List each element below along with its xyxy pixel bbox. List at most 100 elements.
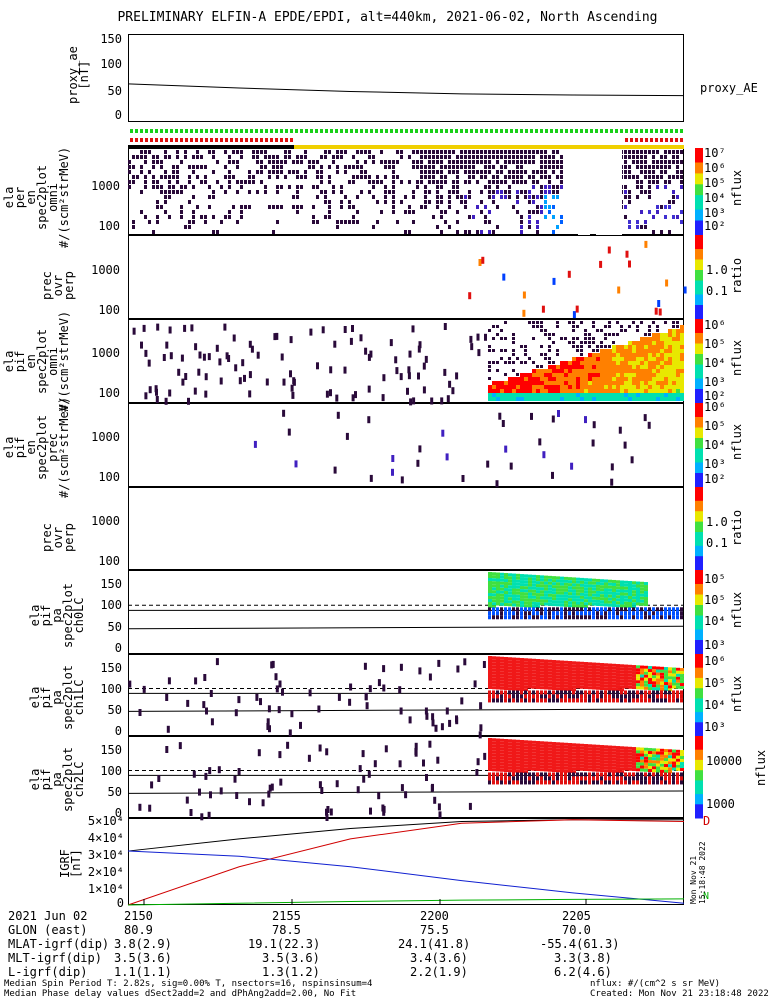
pitch-angle-cell: [560, 780, 563, 785]
spectrogram-cell: [508, 357, 511, 360]
spectrogram-cell: [540, 170, 543, 174]
pitch-angle-cell: [516, 600, 520, 604]
pitch-angle-cell: [592, 668, 596, 672]
pitch-angle-cell: [676, 690, 679, 695]
spectrogram-cell: [628, 357, 632, 361]
spectrogram-cell: [440, 180, 443, 184]
pitch-angle-cell: [664, 694, 667, 699]
pitch-angle-cell: [576, 664, 580, 668]
spectrogram-cell: [636, 385, 640, 389]
pitch-angle-cell: [267, 790, 271, 798]
spectrogram-cell: [236, 220, 239, 224]
spectrogram-cell: [468, 150, 471, 154]
pitch-angle-cell: [532, 595, 536, 599]
ratio-cell: [617, 286, 621, 294]
pitch-angle-cell: [664, 780, 667, 785]
pitch-angle-cell: [628, 593, 632, 596]
pitch-angle-cell: [488, 587, 492, 590]
spectrogram-cell: [580, 321, 583, 324]
pitch-angle-cell: [504, 763, 508, 767]
pitch-angle-cell: [528, 772, 531, 777]
spectrogram-cell: [504, 373, 507, 376]
pitch-angle-cell: [668, 752, 672, 756]
pitch-angle-cell: [620, 690, 623, 695]
pitch-angle-cell: [540, 674, 544, 678]
pitch-angle-cell: [672, 679, 676, 683]
pitch-angle-cell: [532, 583, 536, 587]
pitch-angle-cell: [676, 698, 679, 703]
colorbar-tick: 10⁵: [704, 676, 726, 690]
spectrogram-cell: [232, 160, 235, 164]
tick-label: 1000: [91, 430, 120, 444]
pitch-angle-cell: [219, 787, 223, 795]
pitch-angle-cell: [600, 760, 604, 764]
spectrogram-cell: [228, 185, 231, 189]
spectrogram-cell: [160, 185, 163, 189]
colorbar-ratio: [695, 528, 703, 533]
pitch-angle-cell: [580, 746, 584, 750]
pitch-angle-cell: [628, 590, 632, 593]
spectrogram-cell: [351, 325, 354, 332]
pitch-angle-cell: [492, 659, 496, 663]
pitch-angle-cell: [564, 666, 568, 670]
pitch-angle-cell: [616, 676, 620, 680]
spectrogram-cell: [668, 361, 672, 365]
spectrogram-cell: [656, 345, 660, 349]
spectrogram-cell: [630, 456, 634, 464]
spectrogram-cell: [282, 378, 286, 386]
spectrogram-cell: [576, 393, 580, 397]
pitch-angle-cell: [556, 684, 560, 688]
colorbar-nflux: [695, 787, 703, 792]
spectrogram-cell: [624, 155, 627, 159]
state-bar-red: [310, 138, 313, 142]
spectrogram-cell: [592, 357, 596, 361]
spectrogram-cell: [324, 195, 327, 199]
pitch-angle-cell: [504, 760, 508, 764]
spectrogram-cell: [516, 381, 520, 385]
spectrogram-cell: [620, 365, 624, 369]
spectrogram-cell: [488, 155, 491, 159]
pitch-angle-cell: [672, 767, 676, 771]
spectrogram-cell: [492, 393, 496, 397]
spectrogram-cell: [552, 170, 555, 174]
colorbar-nflux: [695, 195, 703, 200]
spectrogram-cell: [616, 321, 619, 324]
spectrogram-cell: [636, 165, 639, 169]
spectrogram-cell: [616, 357, 620, 361]
pitch-angle-cell: [640, 698, 643, 703]
pitch-angle-cell: [496, 593, 500, 597]
pitch-angle-cell: [580, 752, 584, 756]
colorbar-tick: 10⁷: [704, 146, 726, 160]
pitch-angle-cell: [540, 593, 544, 597]
pitch-angle-cell: [496, 750, 500, 754]
spectrogram-cell: [516, 180, 519, 184]
spectrogram-cell: [660, 337, 664, 341]
pitch-angle-cell: [560, 751, 564, 755]
colorbar-ratio: [695, 487, 703, 491]
pitch-angle-cell: [568, 755, 572, 759]
spectrogram-cell: [192, 170, 195, 174]
pitch-angle-cell: [636, 602, 640, 606]
pitch-angle-cell: [572, 772, 575, 777]
pitch-angle-cell: [544, 750, 548, 754]
tick-label: 100: [98, 386, 120, 400]
spectrogram-cell: [584, 385, 588, 389]
spectrogram-cell: [520, 397, 524, 401]
spectrogram-cell: [536, 365, 539, 368]
pitch-angle-cell: [652, 690, 655, 695]
pitch-angle-cell: [632, 686, 636, 690]
spectrogram-cell: [516, 175, 519, 179]
spectrogram-cell: [628, 381, 632, 385]
spectrogram-cell: [448, 150, 451, 154]
spectrogram-cell: [320, 180, 323, 184]
pitch-angle-cell: [198, 788, 201, 796]
state-bar-red: [680, 138, 683, 142]
pitch-angle-cell: [676, 755, 680, 759]
spectrogram-cell: [648, 365, 652, 369]
pitch-angle-cell: [496, 607, 499, 612]
pitch-angle-cell: [620, 601, 624, 605]
spectrogram-cell: [528, 220, 531, 224]
pitch-angle-cell: [612, 766, 616, 770]
spectrogram-cell: [536, 180, 539, 184]
pitch-angle-cell: [608, 579, 612, 583]
